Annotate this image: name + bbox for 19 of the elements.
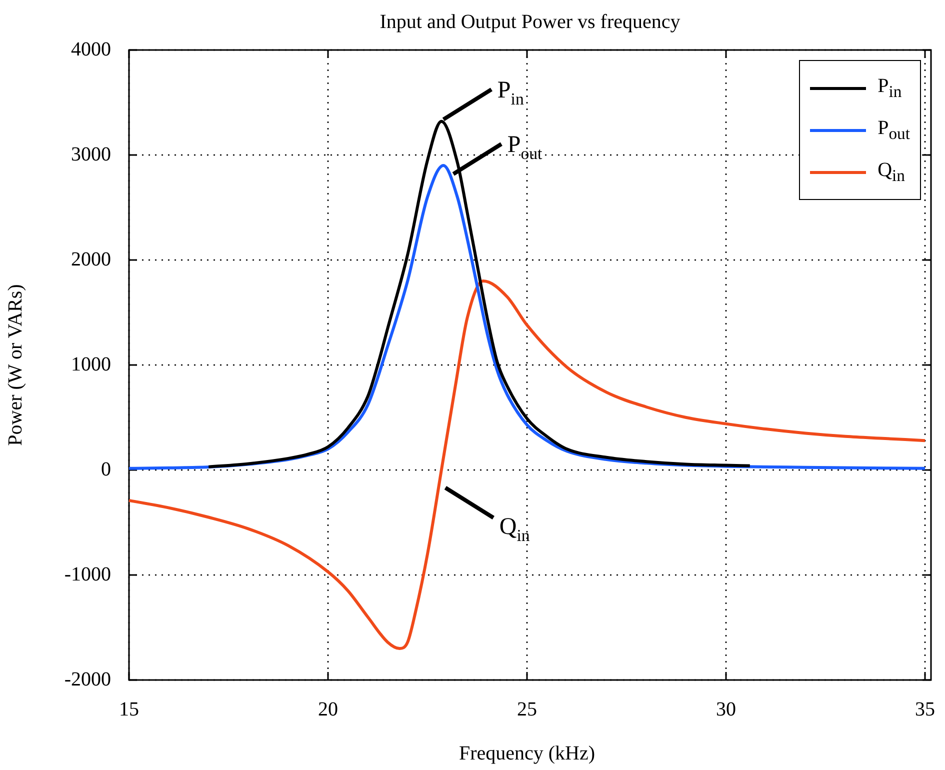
legend-label: P$_{out}$ — [878, 116, 910, 144]
y-tick-label: -1000 — [64, 563, 111, 586]
x-axis-title: Frequency (kHz) — [458, 742, 596, 764]
y-tick-label: 4000 — [71, 38, 111, 60]
y-tick-label: 3000 — [71, 143, 111, 166]
y-tick-label: 2000 — [71, 248, 111, 270]
y-tick-label: 0 — [101, 458, 111, 480]
x-tick-label: 30 — [716, 698, 736, 720]
legend-label: P$_{in}$ — [878, 74, 902, 102]
x-tick-label: 35 — [915, 698, 935, 720]
y-axis-title: Power (W or VARs) — [4, 284, 26, 446]
y-tick-label: 1000 — [71, 353, 111, 376]
x-tick-label: 25 — [517, 698, 537, 720]
chart-title: Input and Output Power vs frequency — [380, 11, 680, 33]
line-series — [128, 280, 926, 650]
x-tick-label: 20 — [318, 698, 338, 720]
legend-label: Q$_{in}$ — [878, 158, 905, 186]
x-tick-label: 15 — [119, 698, 139, 720]
y-tick-label: -2000 — [64, 668, 111, 690]
